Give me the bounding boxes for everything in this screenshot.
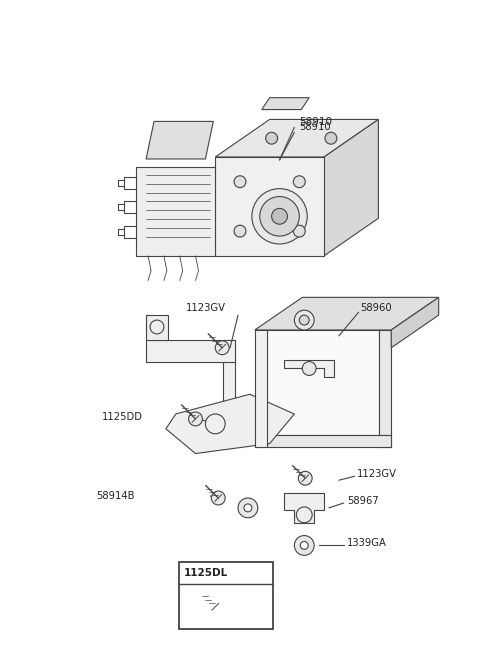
Circle shape — [234, 225, 246, 237]
Polygon shape — [136, 167, 216, 256]
Circle shape — [208, 600, 222, 614]
Polygon shape — [255, 435, 391, 447]
Polygon shape — [324, 119, 378, 256]
Polygon shape — [166, 394, 294, 453]
Circle shape — [260, 196, 300, 236]
Polygon shape — [285, 493, 324, 523]
Polygon shape — [223, 340, 235, 439]
Polygon shape — [146, 315, 168, 340]
Text: 1123GV: 1123GV — [357, 469, 396, 479]
Text: 58914B: 58914B — [96, 491, 135, 501]
Circle shape — [300, 315, 309, 325]
Polygon shape — [146, 340, 235, 362]
Circle shape — [252, 189, 307, 244]
Circle shape — [189, 412, 203, 426]
Text: 1339GA: 1339GA — [347, 538, 386, 548]
Circle shape — [272, 208, 288, 224]
Text: 1123GV: 1123GV — [186, 303, 226, 313]
Polygon shape — [262, 98, 309, 109]
Circle shape — [302, 362, 316, 375]
Text: 58967: 58967 — [347, 496, 379, 506]
Circle shape — [294, 310, 314, 330]
Polygon shape — [146, 121, 213, 159]
Circle shape — [293, 176, 305, 187]
FancyBboxPatch shape — [179, 562, 273, 629]
Polygon shape — [255, 330, 267, 447]
Circle shape — [325, 132, 337, 144]
Circle shape — [211, 491, 225, 505]
Polygon shape — [285, 360, 334, 377]
Polygon shape — [216, 157, 324, 256]
Text: 58910: 58910 — [300, 117, 332, 128]
Text: 1125DD: 1125DD — [102, 412, 143, 422]
Polygon shape — [216, 119, 378, 157]
Text: 58960: 58960 — [360, 303, 392, 313]
Circle shape — [234, 176, 246, 187]
Circle shape — [300, 542, 308, 550]
Text: 58910: 58910 — [300, 122, 331, 132]
Circle shape — [294, 536, 314, 555]
Circle shape — [266, 132, 277, 144]
Text: 1125DL: 1125DL — [184, 568, 228, 578]
Circle shape — [293, 225, 305, 237]
Circle shape — [238, 498, 258, 517]
Polygon shape — [255, 297, 439, 330]
Polygon shape — [391, 297, 439, 348]
Polygon shape — [379, 330, 391, 447]
Circle shape — [298, 472, 312, 485]
Polygon shape — [267, 330, 379, 435]
Circle shape — [216, 341, 229, 354]
Circle shape — [244, 504, 252, 512]
